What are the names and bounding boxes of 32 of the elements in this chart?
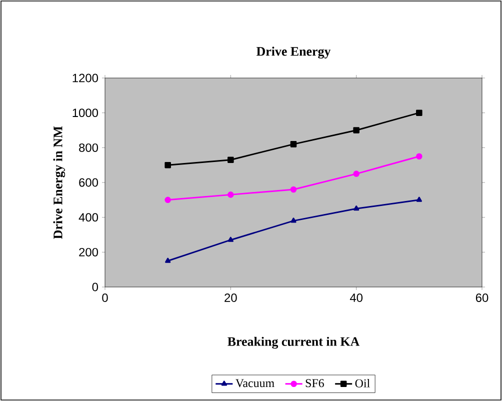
point: [228, 192, 234, 198]
y-axis-title: Drive Energy in NM: [53, 126, 66, 239]
point: [290, 218, 296, 223]
point: [228, 236, 234, 242]
y-tick-label: 1000: [72, 108, 98, 118]
point: [290, 186, 297, 193]
legend-label: SF6: [306, 379, 324, 388]
y-tick-label: 200: [79, 248, 98, 256]
x-tick-label: 20: [224, 294, 237, 302]
point: [290, 141, 297, 148]
point: [353, 127, 360, 134]
x-axis-title: Breaking current in KA: [228, 336, 360, 349]
y-tick-label: 0: [92, 282, 98, 292]
legend-label: Vacuum: [236, 379, 274, 388]
x-tick-label: 60: [476, 294, 488, 302]
point: [165, 258, 171, 263]
point: [164, 196, 171, 204]
chart-title: Drive Energy: [256, 46, 331, 59]
x-tick-label: 0: [102, 294, 108, 302]
point: [353, 170, 360, 177]
y-tick-label: 600: [79, 178, 98, 187]
point: [416, 110, 422, 116]
point: [228, 156, 234, 163]
point: [416, 196, 422, 202]
y-tick-label: 400: [78, 213, 98, 222]
point: [354, 205, 360, 211]
y-tick-label: 1200: [72, 74, 98, 82]
point: [416, 153, 422, 160]
y-tick-label: 800: [79, 143, 98, 152]
legend-label: Oil: [355, 378, 370, 388]
x-tick-label: 40: [350, 294, 363, 302]
point: [164, 162, 171, 168]
